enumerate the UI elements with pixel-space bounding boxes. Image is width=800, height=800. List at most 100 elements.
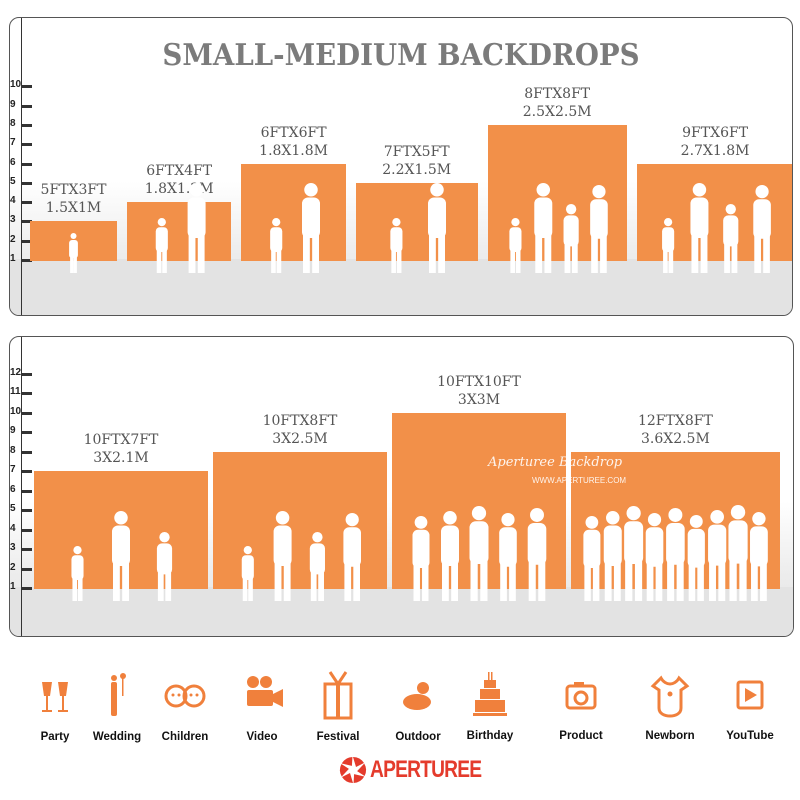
children-faces-icon [160,668,210,724]
scale-tick: 3 [10,542,32,553]
backdrop-size-label: 10FTX7FT 3X2.1M [84,431,159,467]
backdrop-size-label: 10FTX10FT 3X3M [437,373,521,409]
person-silhouette [390,218,403,273]
scale-tick-mark [22,143,32,147]
person-silhouette [241,546,254,601]
scale-tick-mark [22,548,32,551]
scale-tick-label: 6 [10,483,16,495]
person-silhouette [469,506,489,601]
medium-backdrops-panel: 1 2 3 4 5 6 7 8 9 10 11 12 10FTX7FT 3X2.1M 10FTX8FT 3X2… [9,336,794,637]
use-label-birthday: Birthday [466,730,514,742]
scale-tick: 11 [10,386,32,397]
floor [10,587,793,636]
camera-icon [556,668,606,724]
person-silhouette [527,508,547,601]
scale-tick: 4 [10,196,32,206]
scale-tick-mark [22,220,32,224]
scale-tick-mark [22,450,32,454]
size-ft: 8FTX8FT [524,85,591,102]
person-silhouette [112,511,130,601]
scale-tick-label: 4 [10,522,16,534]
scale-tick-mark [22,181,32,185]
play-button-icon [725,668,775,724]
backdrop-size-label: 5FTX3FT 1.5X1M [41,181,107,217]
scale-tick-mark [22,372,32,376]
person-silhouette [71,546,84,601]
scale-tick: 5 [10,503,32,514]
scale-tick-label: 1 [10,253,16,264]
backdrop-size-label: 9FTX6FT 2.7X1.8M [681,124,750,160]
person-silhouette [687,515,705,601]
size-ft: 9FTX6FT [682,124,749,141]
size-m: 1.8X1.8M [259,142,329,159]
watermark-url: WWW.APERTUREE.COM [532,476,627,485]
scale-tick-label: 5 [10,175,16,187]
scale-tick: 6 [10,483,32,495]
backdrop-size-label: 7FTX5FT 2.2X1.5M [382,143,451,179]
person-silhouette [728,505,748,601]
scale-tick: 2 [10,562,32,573]
scale-axis [21,18,22,315]
scale-tick-mark [22,411,32,415]
size-ft: 6FTX4FT [146,163,213,180]
person-silhouette [563,204,579,273]
scale-tick: 10 [10,405,32,417]
scale-tick-label: 11 [10,386,21,397]
scale-tick-label: 9 [10,425,16,436]
use-label-video: Video [246,731,278,743]
scale-tick: 3 [10,215,32,225]
scale-tick-label: 7 [10,464,16,475]
size-ft: 12FTX8FT [637,412,713,429]
scale-tick-label: 9 [10,98,16,110]
gift-box-icon [313,668,363,724]
use-label-children: Children [161,731,209,743]
backdrop-bar [241,163,346,261]
scale-tick: 6 [10,156,32,168]
person-silhouette [273,511,292,601]
use-label-festival: Festival [316,731,360,743]
size-ft: 10FTX8FT [262,412,338,429]
scale-tick-label: 12 [10,366,22,378]
scale-tick-label: 6 [10,156,16,168]
scale-tick-mark [22,470,32,473]
scale-tick: 7 [10,464,32,475]
use-label-party: Party [40,731,70,743]
scale-tick-mark [22,123,32,127]
person-silhouette [534,183,553,273]
use-label-wedding: Wedding [92,731,142,743]
page-title: SMALL-MEDIUM BACKDROPS [162,38,640,73]
size-ft: 10FTX10FT [437,373,521,390]
people-silhouettes [69,183,771,273]
scale-tick-label: 5 [10,503,16,514]
scale-axis [21,337,22,636]
scale-tick-label: 8 [10,117,16,129]
wedding-couple-icon [92,668,142,724]
scale-tick-mark [22,489,32,493]
birthday-cake-icon [465,668,515,724]
size-ft: 7FTX5FT [383,143,450,160]
scale-tick-label: 7 [10,137,16,149]
person-silhouette [441,511,459,601]
size-m: 3X2.5M [272,430,328,447]
scale-tick-label: 10 [10,405,22,417]
person-silhouette [590,185,608,273]
person-silhouette [666,508,685,601]
watermark-script: Aperturee Backdrop [488,455,623,470]
backdrop-bar [355,182,478,261]
baby-onesie-icon [645,668,695,724]
person-silhouette [509,218,522,273]
person-silhouette [428,183,446,273]
scale-tick-mark [22,85,32,89]
scale-tick: 5 [10,175,32,187]
champagne-glasses-icon [30,668,80,724]
scale-tick-mark [22,201,32,205]
person-silhouette [662,218,675,273]
person-silhouette [343,513,361,601]
person-silhouette [624,506,644,601]
backdrop-size-label: 12FTX8FT 3.6X2.5M [638,412,713,448]
scale-tick-label: 3 [10,542,16,553]
size-m: 2.5X2.5M [522,103,592,120]
scale-tick-label: 8 [10,444,16,456]
person-silhouette [155,218,168,273]
aperture-icon [340,756,366,784]
